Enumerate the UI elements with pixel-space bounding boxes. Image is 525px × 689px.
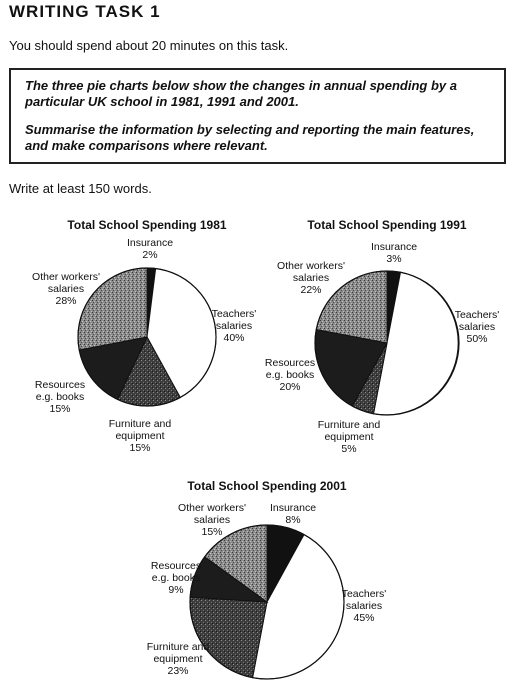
task-prompt-box: The three pie charts below show the chan… [9, 68, 506, 164]
slice-label-furniture-equipment: Furniture and equipment 15% [109, 418, 172, 454]
pie-outline [189, 524, 345, 680]
slice-label-other-workers-salaries: Other workers' salaries 22% [277, 260, 345, 296]
slice-label-resources: Resources e.g. books 15% [35, 379, 85, 415]
slice-label-resources: Resources e.g. books 20% [265, 357, 315, 393]
slice-label-other-workers-salaries: Other workers' salaries 15% [178, 502, 246, 538]
slice-label-insurance: Insurance 3% [371, 241, 417, 265]
chart-title: Total School Spending 2001 [187, 479, 346, 493]
word-count-instruction: Write at least 150 words. [9, 181, 152, 196]
chart-title: Total School Spending 1981 [67, 218, 226, 232]
slice-label-teachers-salaries: Teachers' salaries 45% [342, 588, 387, 624]
slice-label-insurance: Insurance 8% [270, 502, 316, 526]
pie-chart-1: Total School Spending 1991 Insurance 3% Tea… [265, 218, 499, 455]
time-instruction: You should spend about 20 minutes on thi… [9, 38, 289, 53]
task-heading: WRITING TASK 1 [9, 2, 161, 21]
pie-outline [77, 267, 217, 407]
task-description: The three pie charts below show the chan… [25, 78, 457, 109]
slice-label-resources: Resources e.g. books 9% [151, 560, 201, 596]
slice-label-furniture-equipment: Furniture and equipment 23% [147, 641, 210, 677]
task-instruction: Summarise the information by selecting a… [25, 122, 475, 153]
slice-label-other-workers-salaries: Other workers' salaries 28% [32, 271, 100, 307]
pie-outline [314, 270, 460, 416]
pie-chart-0: Total School Spending 1981 Insurance 2% Tea… [32, 218, 256, 454]
pie-chart-2: Total School Spending 2001 Insurance 8% Tea… [147, 479, 387, 680]
slice-label-furniture-equipment: Furniture and equipment 5% [318, 419, 381, 455]
slice-label-teachers-salaries: Teachers' salaries 40% [212, 308, 257, 344]
chart-title: Total School Spending 1991 [307, 218, 466, 232]
slice-label-insurance: Insurance 2% [127, 237, 173, 261]
slice-label-teachers-salaries: Teachers' salaries 50% [455, 309, 500, 345]
